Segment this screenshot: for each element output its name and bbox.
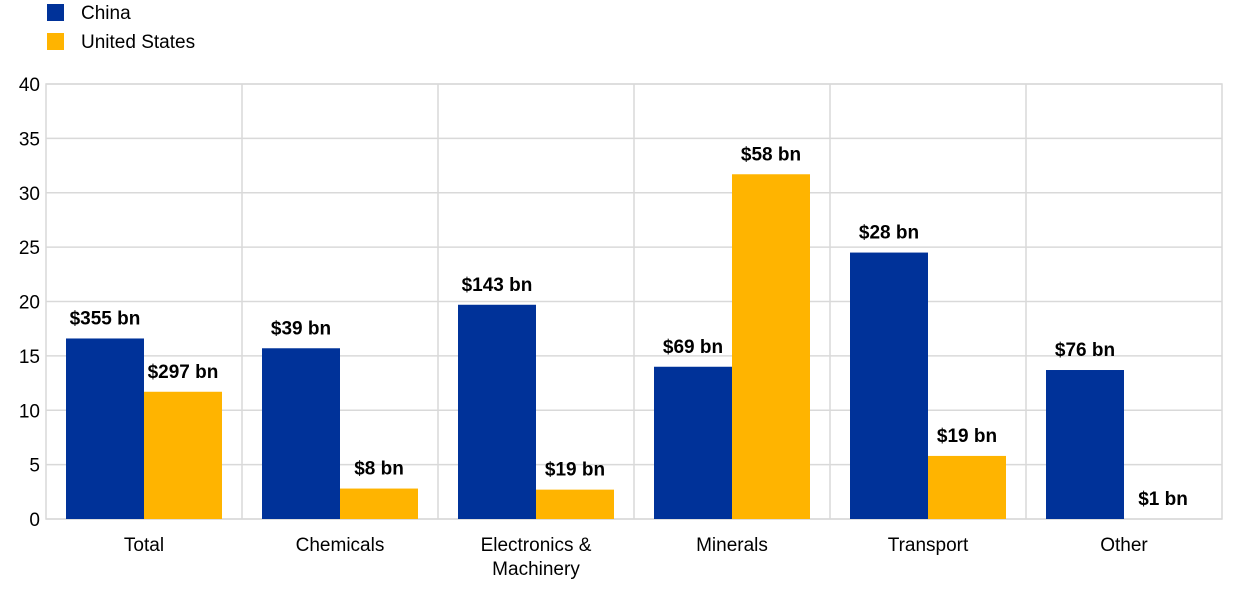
x-category-line: Minerals [696, 535, 768, 556]
gridlines [45, 83, 1223, 520]
x-category-line: Total [124, 535, 164, 556]
y-tick-label: 0 [29, 510, 40, 531]
y-tick-label: 20 [19, 293, 40, 314]
bars [66, 174, 1124, 519]
bar-united-states [536, 489, 614, 519]
x-category-line: Chemicals [296, 535, 385, 556]
x-category-label: Chemicals [296, 535, 385, 556]
x-category-line: Electronics & [481, 535, 592, 556]
data-label: $355 bn [70, 308, 141, 329]
data-label: $19 bn [937, 426, 997, 447]
x-category-line: Other [1100, 535, 1148, 556]
x-axis: Total Chemicals Electronics & Machinery Mine… [124, 535, 1148, 580]
x-category-line: Transport [888, 535, 969, 556]
bar-china [66, 338, 144, 519]
bar-china [1046, 370, 1124, 519]
plot-frame [45, 83, 1223, 520]
y-tick-label: 35 [19, 129, 40, 150]
data-label: $8 bn [354, 459, 404, 480]
bar-china [850, 252, 928, 519]
bar-china [654, 366, 732, 519]
x-category-label: Transport [888, 535, 969, 556]
data-label: $69 bn [663, 337, 723, 358]
y-tick-label: 40 [19, 75, 40, 96]
bar-united-states [340, 488, 418, 519]
data-label: $39 bn [271, 318, 331, 339]
bar-united-states [928, 455, 1006, 519]
y-axis: 0 5 10 15 20 25 30 35 40 [19, 75, 40, 531]
x-category-label: Minerals [696, 535, 768, 556]
legend-label: United States [81, 32, 195, 53]
y-tick-label: 25 [19, 238, 40, 259]
y-tick-label: 5 [29, 456, 40, 477]
legend: China United States [47, 3, 195, 53]
x-category-label: Other [1100, 535, 1148, 556]
bar-china [262, 348, 340, 519]
y-tick-label: 30 [19, 184, 40, 205]
x-category-line: Machinery [492, 559, 580, 580]
legend-swatch-united-states [47, 33, 64, 50]
data-label: $58 bn [741, 144, 801, 165]
data-label: $297 bn [148, 362, 219, 383]
x-category-label: Total [124, 535, 164, 556]
data-label: $19 bn [545, 460, 605, 481]
data-label: $1 bn [1138, 489, 1188, 510]
legend-swatch-china [47, 4, 64, 21]
data-label: $76 bn [1055, 340, 1115, 361]
y-tick-label: 15 [19, 347, 40, 368]
y-tick-label: 10 [19, 401, 40, 422]
bar-united-states [144, 391, 222, 519]
data-label: $28 bn [859, 223, 919, 244]
x-category-label: Electronics & Machinery [481, 535, 592, 580]
legend-label: China [81, 3, 131, 24]
bar-united-states [732, 174, 810, 519]
data-labels: $355 bn $39 bn $143 bn $69 bn $28 bn $76 bn $2… [70, 144, 1188, 510]
data-label: $143 bn [462, 275, 533, 296]
bar-china [458, 304, 536, 519]
